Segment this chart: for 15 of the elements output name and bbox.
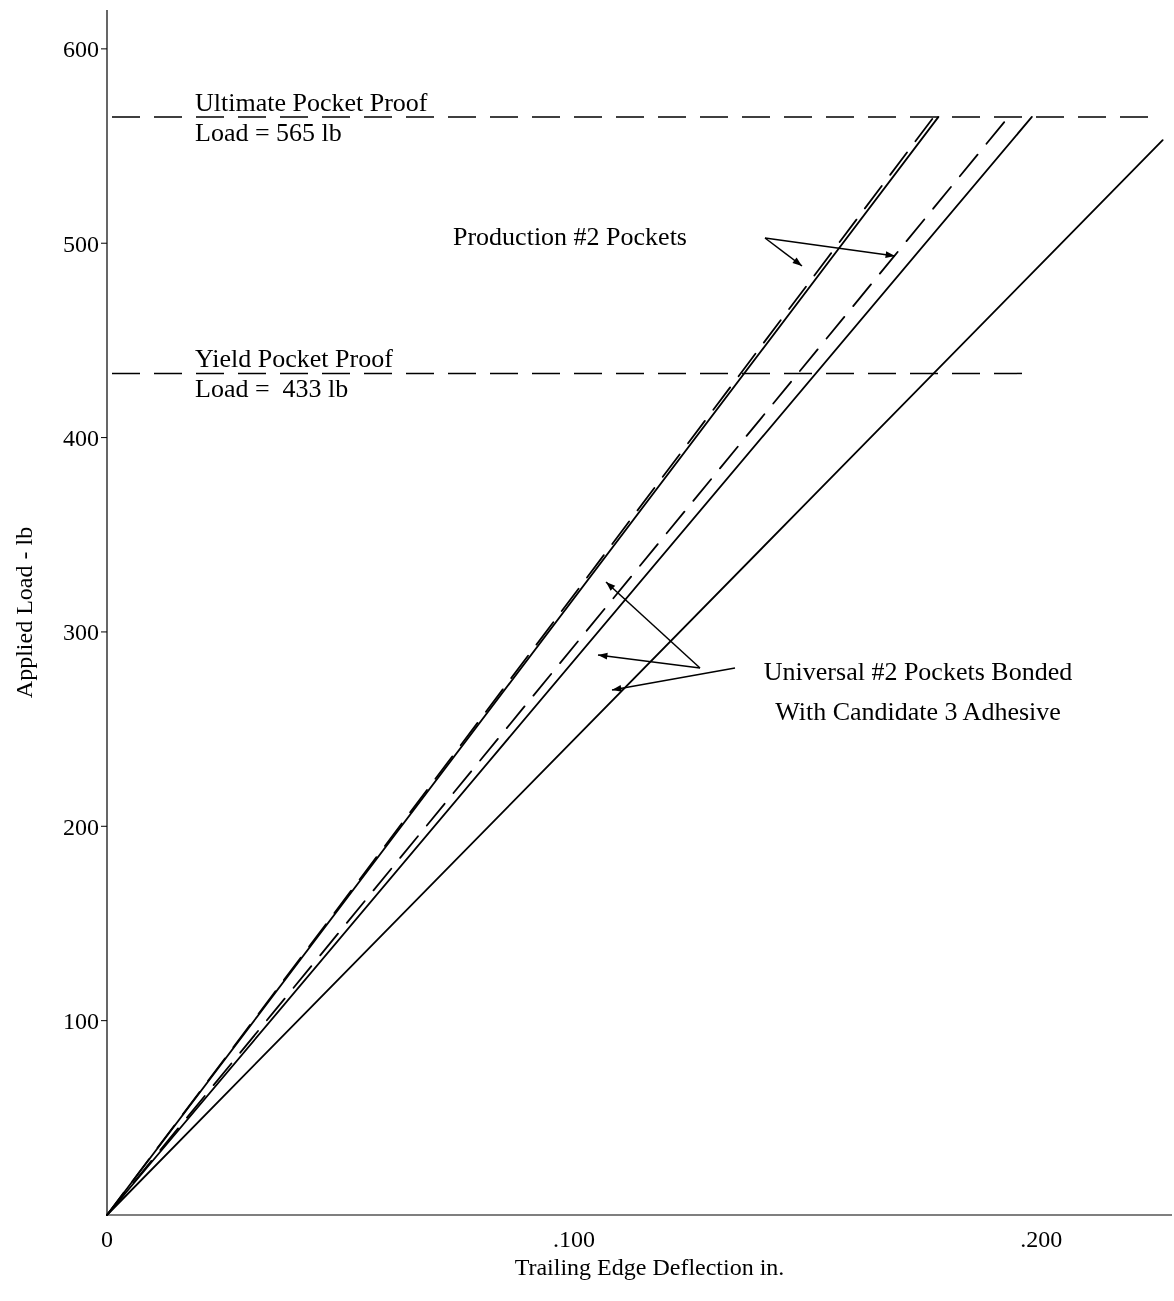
x-axis-title: Trailing Edge Deflection in. (514, 1254, 785, 1280)
y-tick-label: 300 (63, 619, 99, 646)
y-axis-title: Applied Load - lb (11, 526, 37, 699)
y-tick-label: 400 (63, 424, 99, 451)
y-tick-label: 100 (63, 1008, 99, 1035)
x-tick-label: .100 (553, 1226, 596, 1252)
ref-line-label: Ultimate Pocket Proof Load = 565 lb (195, 87, 428, 147)
y-tick-label: 600 (63, 36, 99, 63)
x-tick-label: .200 (1020, 1226, 1063, 1252)
x-tick-label: 0 (101, 1226, 113, 1252)
y-tick-label: 200 (63, 813, 99, 840)
y-tick-label: 500 (63, 230, 99, 257)
annotation: Production #2 Pockets (453, 222, 687, 251)
annotation: Universal #2 Pockets Bonded With Candidate 3 Adhesive (763, 657, 1073, 726)
ref-line-label: Yield Pocket Proof Load = 433 lb (195, 344, 394, 404)
